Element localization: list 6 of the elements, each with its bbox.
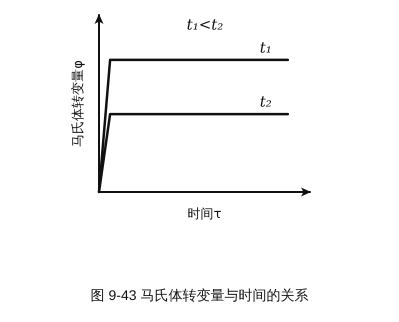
chart-title: t₁<t₂ (186, 16, 224, 34)
y-axis-title: 马氏体转变量φ (71, 60, 86, 147)
x-axis-title: 时间τ (188, 207, 222, 222)
series-label: t₂ (260, 92, 272, 111)
series-label: t₁ (260, 38, 272, 56)
caption: 图 9-43 马氏体转变量与时间的关系 (90, 287, 308, 303)
